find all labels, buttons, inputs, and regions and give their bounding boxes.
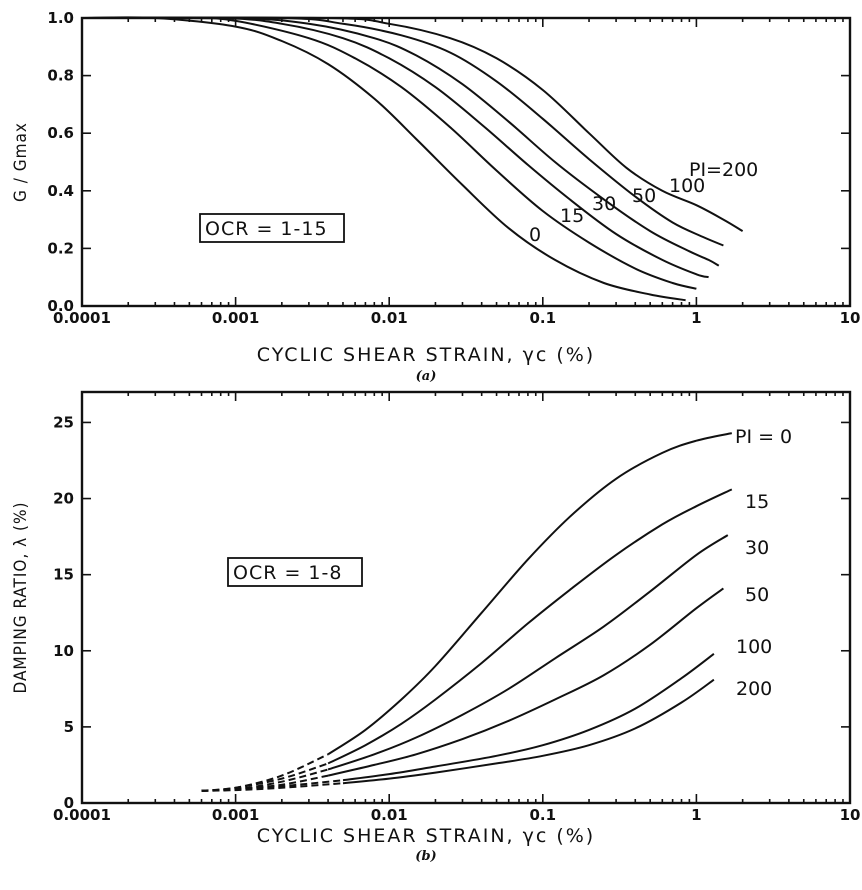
series-line <box>81 16 744 232</box>
series-line-dashed <box>201 753 329 792</box>
series-line-dashed <box>201 762 329 792</box>
y-tick-label: 5 <box>64 718 74 736</box>
x-axis: 0.0001 0.001 0.01 0.1 1 10 <box>53 392 860 824</box>
curve-label: PI = 0 <box>735 426 792 448</box>
y-tick-label: 0.8 <box>47 67 74 85</box>
y-axis-label: G / Gmax <box>11 122 31 202</box>
curve-label: 100 <box>736 636 772 658</box>
y-tick-label: 25 <box>53 413 74 431</box>
curve-label: 30 <box>592 193 616 215</box>
series-line <box>81 16 686 302</box>
curve-label: 30 <box>745 537 769 559</box>
series-line-dashed <box>201 782 344 792</box>
x-tick-label: 1 <box>691 309 701 327</box>
series-line-dashed <box>201 774 329 792</box>
curve-label: 15 <box>560 205 584 227</box>
chart-panel-a: 0.0001 0.001 0.01 0.1 1 10 0.0 0.2 0.4 0.6 0.8 1.0 C… <box>11 9 860 384</box>
series-line-dashed <box>201 768 329 792</box>
series-line <box>81 16 720 267</box>
curve-label: 50 <box>632 185 656 207</box>
x-tick-label: 0.001 <box>212 309 259 327</box>
x-tick-label: 0.01 <box>371 806 408 824</box>
curve-label: 0 <box>529 224 541 246</box>
y-tick-label: 20 <box>53 490 74 508</box>
x-tick-label: 0.0001 <box>53 309 111 327</box>
y-tick-label: 0.4 <box>47 182 74 200</box>
x-tick-label: 10 <box>840 309 861 327</box>
series-line <box>342 678 715 785</box>
ocr-annotation: OCR = 1-15 <box>205 218 328 240</box>
x-axis-label: CYCLIC SHEAR STRAIN, γc (%) <box>257 344 595 366</box>
x-tick-label: 0.001 <box>212 806 259 824</box>
series-line <box>327 432 733 756</box>
y-tick-label: 0 <box>64 794 74 812</box>
series-line <box>81 16 724 247</box>
y-tick-label: 0.2 <box>47 239 74 257</box>
series-line <box>327 587 724 777</box>
panel-label: (b) <box>415 849 436 864</box>
series-line <box>342 653 715 782</box>
y-axis-label: DAMPING RATIO, λ (%) <box>11 501 31 693</box>
series-2 <box>81 16 709 279</box>
series-1 <box>81 16 697 290</box>
series-4 <box>81 16 724 247</box>
y-axis: 0.0 0.2 0.4 0.6 0.8 1.0 <box>47 9 850 315</box>
curve-label: PI=200 <box>689 159 758 181</box>
series-line <box>327 534 729 771</box>
ocr-box <box>199 213 345 243</box>
ocr-box <box>227 557 363 587</box>
series-line <box>327 488 733 765</box>
panel-label: (a) <box>416 369 437 384</box>
x-axis-label: CYCLIC SHEAR STRAIN, γc (%) <box>257 825 595 847</box>
series-5 <box>201 678 715 792</box>
series-line <box>81 16 697 290</box>
curve-label: 100 <box>669 175 705 197</box>
curve-label: 200 <box>736 678 772 700</box>
plot-frame <box>80 16 852 308</box>
series-5 <box>81 16 744 232</box>
x-tick-label: 0.1 <box>530 806 557 824</box>
y-tick-label: 0.6 <box>47 124 74 142</box>
curve-label: 50 <box>745 584 769 606</box>
y-tick-label: 1.0 <box>47 9 74 27</box>
curve-label: 15 <box>745 491 769 513</box>
plot-frame <box>80 390 852 805</box>
series-0 <box>81 16 686 302</box>
y-tick-label: 15 <box>53 566 74 584</box>
x-tick-label: 0.01 <box>371 309 408 327</box>
y-tick-label: 0.0 <box>47 297 74 315</box>
x-tick-label: 10 <box>840 806 861 824</box>
series-3 <box>81 16 720 267</box>
x-tick-label: 0.1 <box>530 309 557 327</box>
x-tick-label: 1 <box>691 806 701 824</box>
y-axis: 0 5 10 15 20 25 <box>53 413 850 812</box>
series-1 <box>201 488 733 792</box>
y-tick-label: 10 <box>53 642 74 660</box>
series-line <box>81 16 709 279</box>
ocr-annotation: OCR = 1-8 <box>233 562 342 584</box>
series-3 <box>201 587 724 792</box>
x-tick-label: 0.0001 <box>53 806 111 824</box>
